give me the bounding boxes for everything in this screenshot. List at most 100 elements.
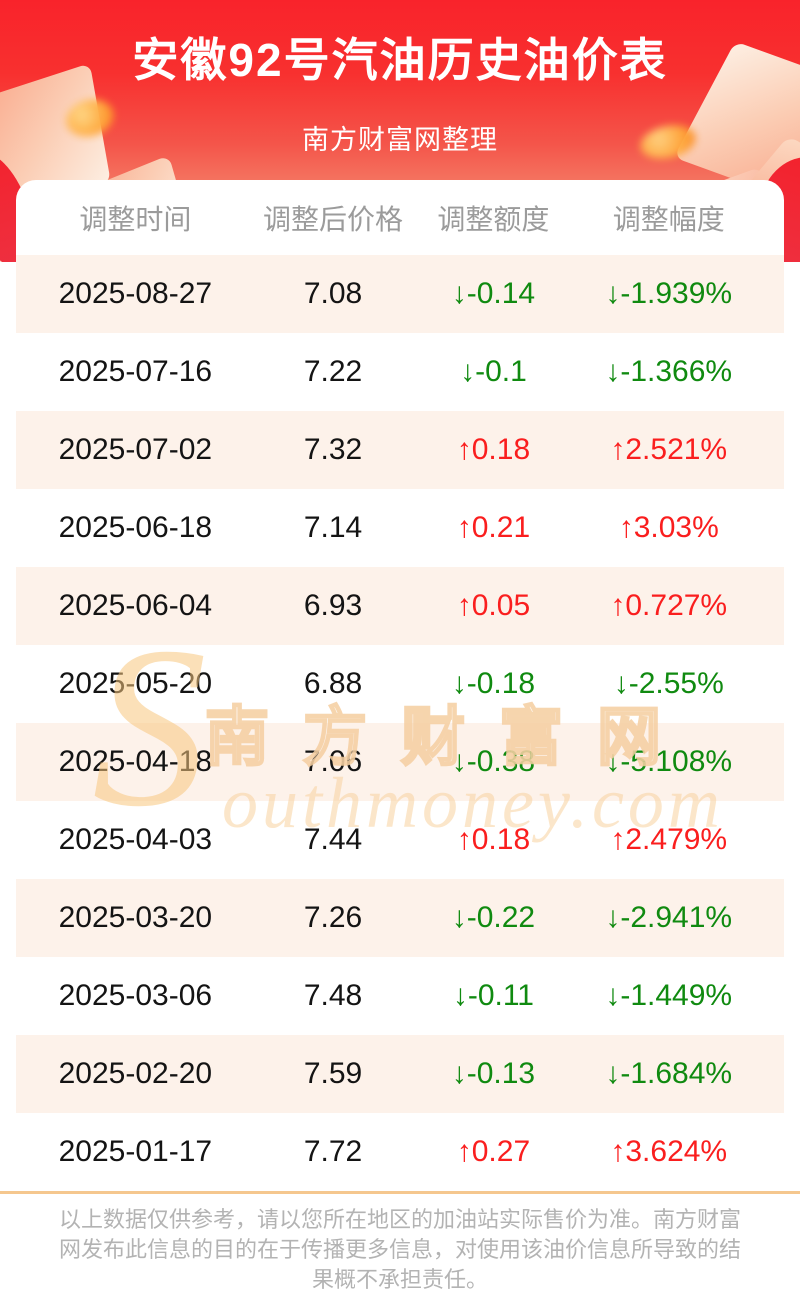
row-change: ↓-0.38 xyxy=(411,745,575,779)
row-change: ↑0.21 xyxy=(411,511,575,545)
row-price: 6.93 xyxy=(303,589,363,622)
row-percent-value: 2.521% xyxy=(625,433,728,466)
column-header-change: 调整额度 xyxy=(437,203,550,235)
row-change: ↑0.18 xyxy=(411,823,575,857)
row-percent: ↑0.727% xyxy=(575,589,762,623)
row-percent-value: -2.55% xyxy=(628,667,724,700)
row-price: 7.14 xyxy=(303,511,363,544)
row-change: ↓-0.18 xyxy=(411,667,575,701)
row-change: ↓-0.13 xyxy=(411,1057,575,1091)
up-arrow-icon: ↑ xyxy=(610,589,626,622)
up-arrow-icon: ↑ xyxy=(456,589,472,622)
down-arrow-icon: ↓ xyxy=(451,901,467,934)
row-date: 2025-03-20 xyxy=(58,901,213,934)
row-percent-value: -1.939% xyxy=(620,277,733,310)
row-change-value: -0.13 xyxy=(466,1057,536,1090)
row-price: 7.06 xyxy=(303,745,363,778)
up-arrow-icon: ↑ xyxy=(456,823,472,856)
row-change-value: -0.1 xyxy=(475,355,527,388)
row-percent-value: 2.479% xyxy=(625,823,728,856)
down-arrow-icon: ↓ xyxy=(451,277,467,310)
row-change: ↑0.05 xyxy=(411,589,575,623)
table-row: 2025-03-06 7.48 ↓-0.11 ↓-1.449% xyxy=(16,957,784,1035)
table-row: 2025-05-20 6.88 ↓-0.18 ↓-2.55% xyxy=(16,645,784,723)
table-row: 2025-07-16 7.22 ↓-0.1 ↓-1.366% xyxy=(16,333,784,411)
down-arrow-icon: ↓ xyxy=(605,979,621,1012)
row-change-value: 0.21 xyxy=(471,511,531,544)
row-price: 7.26 xyxy=(303,901,363,934)
page-subtitle: 南方财富网整理 xyxy=(302,125,498,155)
row-price: 7.59 xyxy=(303,1057,363,1090)
disclaimer-text: 以上数据仅供参考，请以您所在地区的加油站实际售价为准。南方财富网发布此信息的目的… xyxy=(58,1207,741,1290)
row-date: 2025-06-18 xyxy=(58,511,213,544)
up-arrow-icon: ↑ xyxy=(610,1135,626,1168)
table-row: 2025-08-27 7.08 ↓-0.14 ↓-1.939% xyxy=(16,255,784,333)
row-percent-value: -2.941% xyxy=(620,901,733,934)
up-arrow-icon: ↑ xyxy=(610,433,626,466)
row-change-value: 0.27 xyxy=(471,1135,531,1168)
row-date: 2025-02-20 xyxy=(58,1057,213,1090)
row-percent: ↑3.624% xyxy=(575,1135,762,1169)
row-change-value: -0.22 xyxy=(466,901,536,934)
row-percent: ↓-1.939% xyxy=(575,277,762,311)
column-header-time: 调整时间 xyxy=(79,203,192,235)
row-date: 2025-07-16 xyxy=(58,355,213,388)
up-arrow-icon: ↑ xyxy=(456,1135,472,1168)
row-date: 2025-01-17 xyxy=(58,1135,213,1168)
row-percent: ↑2.521% xyxy=(575,433,762,467)
row-percent: ↓-2.55% xyxy=(575,667,762,701)
row-percent: ↓-1.366% xyxy=(575,355,762,389)
row-price: 6.88 xyxy=(303,667,363,700)
down-arrow-icon: ↓ xyxy=(460,355,476,388)
column-header-price: 调整后价格 xyxy=(263,203,404,235)
row-percent-value: -1.366% xyxy=(620,355,733,388)
table-row: 2025-06-18 7.14 ↑0.21 ↑3.03% xyxy=(16,489,784,567)
table-row: 2025-03-20 7.26 ↓-0.22 ↓-2.941% xyxy=(16,879,784,957)
down-arrow-icon: ↓ xyxy=(605,355,621,388)
row-percent: ↓-1.449% xyxy=(575,979,762,1013)
row-price: 7.48 xyxy=(303,979,363,1012)
price-table-panel: 调整时间 调整后价格 调整额度 调整幅度 2025-08-27 7.08 ↓-0… xyxy=(16,180,784,1191)
down-arrow-icon: ↓ xyxy=(452,979,468,1012)
row-price: 7.72 xyxy=(303,1135,363,1168)
row-change: ↓-0.11 xyxy=(411,979,575,1013)
row-date: 2025-04-18 xyxy=(58,745,213,778)
row-percent-value: 3.03% xyxy=(633,511,719,544)
table-row: 2025-07-02 7.32 ↑0.18 ↑2.521% xyxy=(16,411,784,489)
table-row: 2025-06-04 6.93 ↑0.05 ↑0.727% xyxy=(16,567,784,645)
row-date: 2025-03-06 xyxy=(58,979,213,1012)
row-percent: ↑3.03% xyxy=(575,511,762,545)
row-date: 2025-05-20 xyxy=(58,667,213,700)
row-change: ↓-0.1 xyxy=(411,355,575,389)
row-percent: ↓-1.684% xyxy=(575,1057,762,1091)
row-percent-value: 0.727% xyxy=(625,589,728,622)
row-percent: ↑2.479% xyxy=(575,823,762,857)
row-percent-value: -1.449% xyxy=(620,979,733,1012)
row-change-value: -0.18 xyxy=(466,667,536,700)
row-price: 7.32 xyxy=(303,433,363,466)
row-change: ↑0.27 xyxy=(411,1135,575,1169)
row-percent: ↓-2.941% xyxy=(575,901,762,935)
row-price: 7.08 xyxy=(303,277,363,310)
row-change-value: -0.38 xyxy=(466,745,536,778)
table-body: 2025-08-27 7.08 ↓-0.14 ↓-1.939% 2025-07-… xyxy=(16,255,784,1191)
row-date: 2025-08-27 xyxy=(58,277,213,310)
down-arrow-icon: ↓ xyxy=(605,1057,621,1090)
row-change: ↓-0.22 xyxy=(411,901,575,935)
row-percent-value: -1.684% xyxy=(620,1057,733,1090)
up-arrow-icon: ↑ xyxy=(610,823,626,856)
row-percent-value: -5.108% xyxy=(620,745,733,778)
down-arrow-icon: ↓ xyxy=(451,1057,467,1090)
row-percent-value: 3.624% xyxy=(625,1135,728,1168)
row-change-value: 0.05 xyxy=(471,589,531,622)
table-row: 2025-01-17 7.72 ↑0.27 ↑3.624% xyxy=(16,1113,784,1191)
footer: 以上数据仅供参考，请以您所在地区的加油站实际售价为准。南方财富网发布此信息的目的… xyxy=(0,1191,800,1290)
row-change: ↑0.18 xyxy=(411,433,575,467)
row-change-value: 0.18 xyxy=(471,823,531,856)
down-arrow-icon: ↓ xyxy=(451,745,467,778)
up-arrow-icon: ↑ xyxy=(456,433,472,466)
down-arrow-icon: ↓ xyxy=(605,901,621,934)
row-price: 7.44 xyxy=(303,823,363,856)
row-change-value: -0.11 xyxy=(467,979,534,1012)
